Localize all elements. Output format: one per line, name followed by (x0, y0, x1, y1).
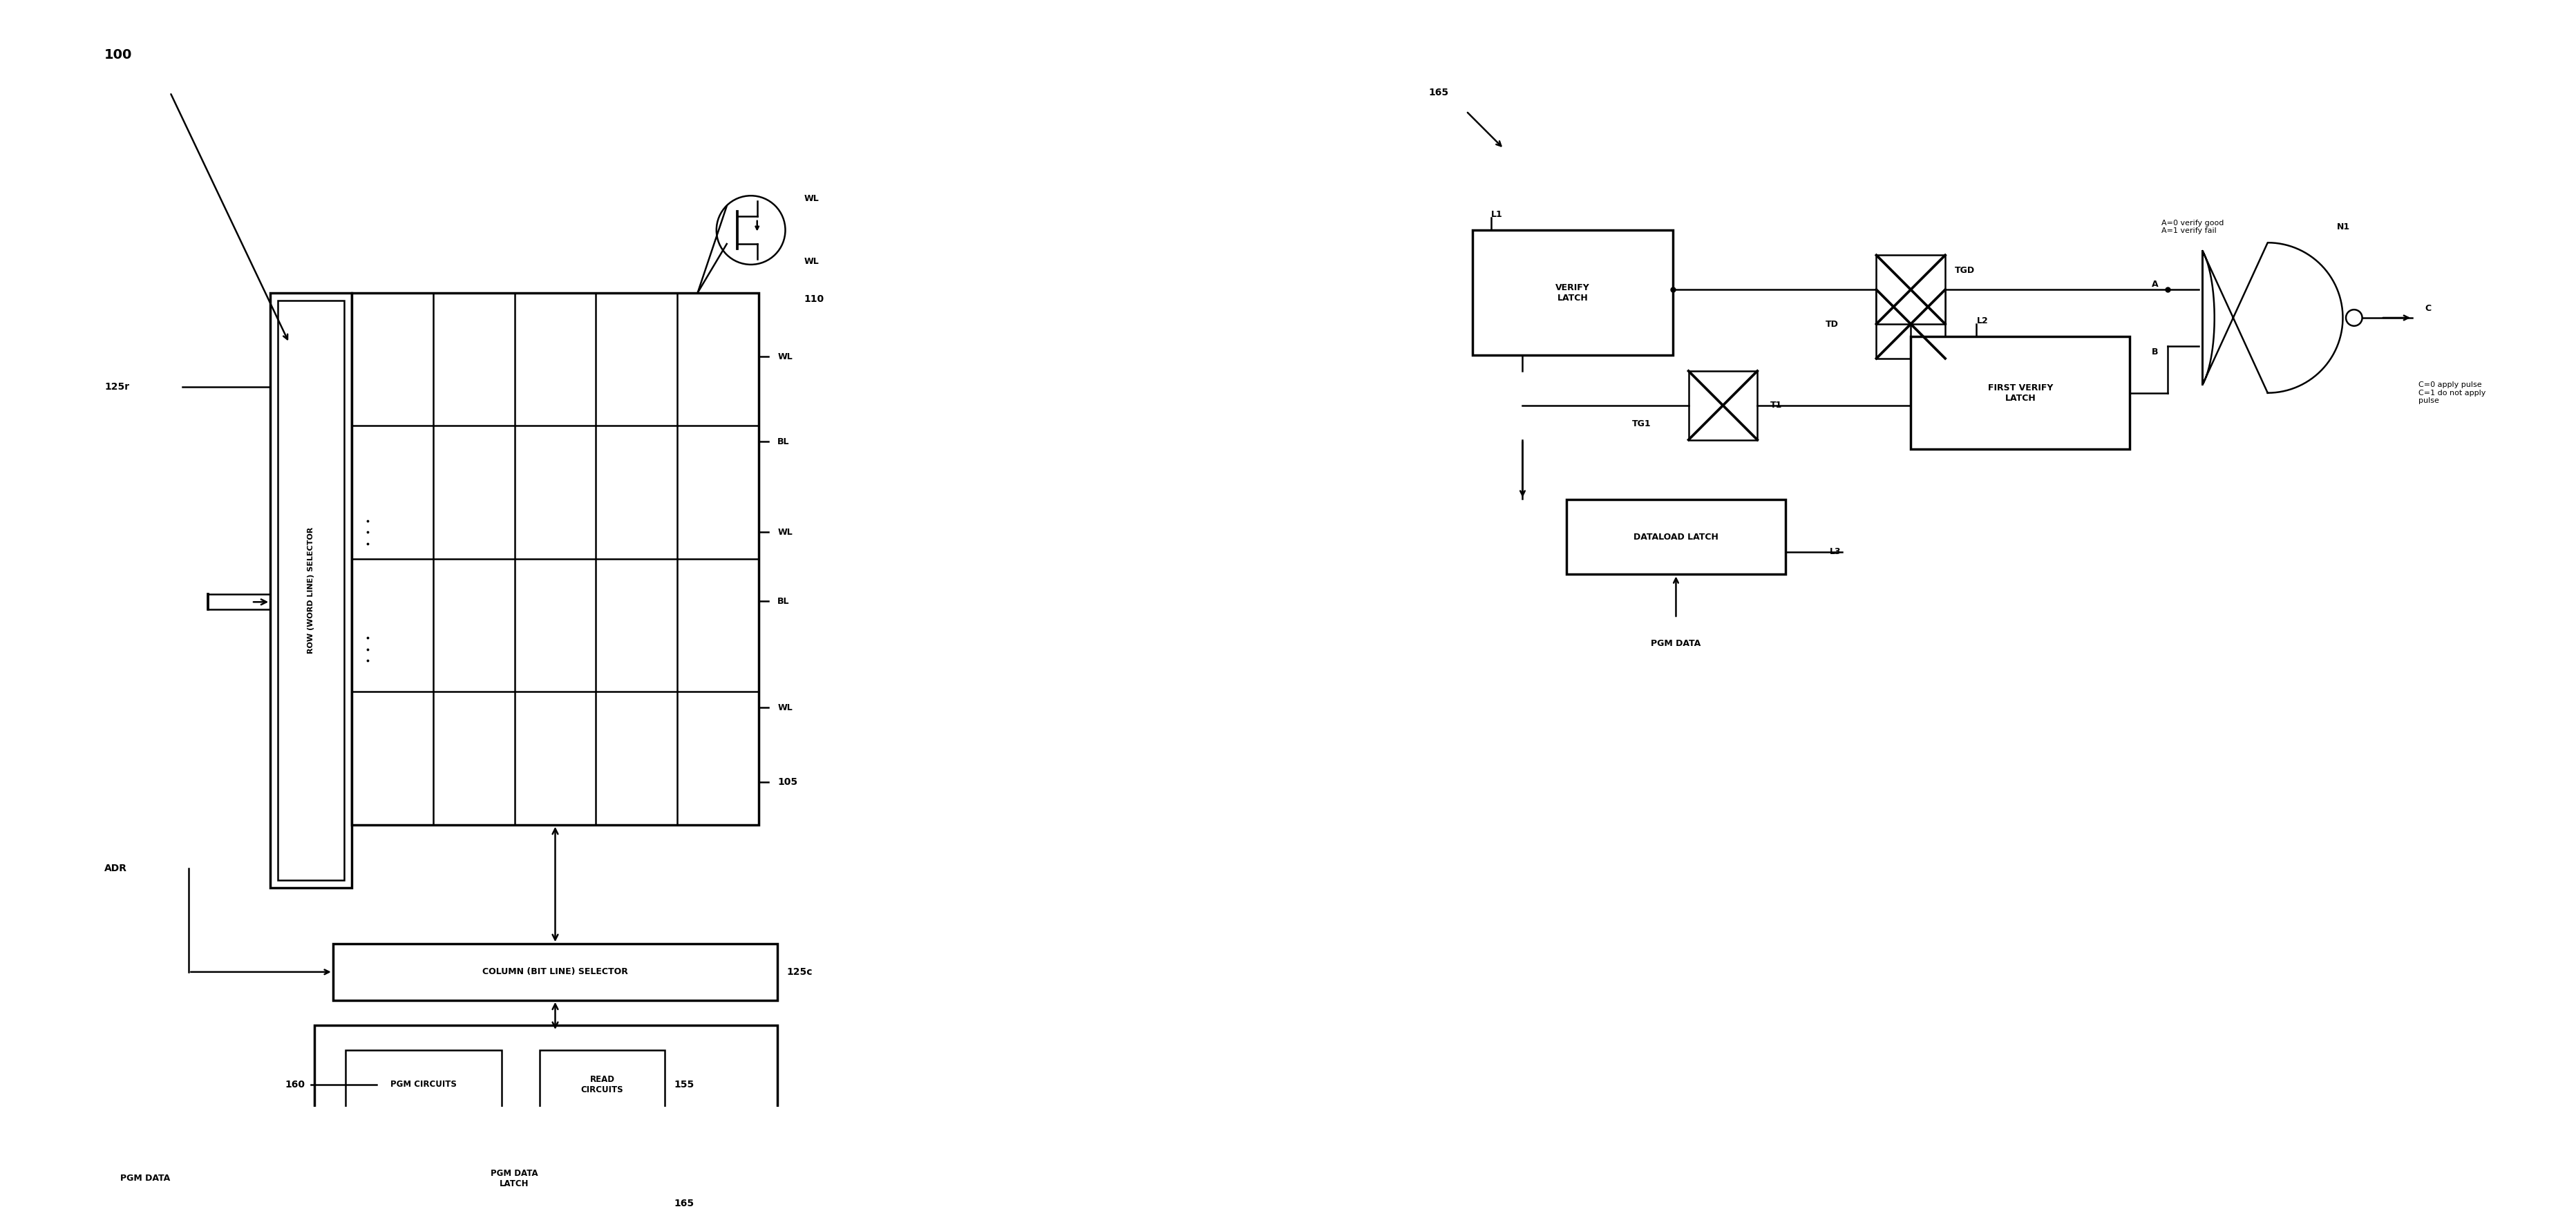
Text: WL: WL (778, 703, 793, 713)
Text: BL: BL (778, 437, 791, 446)
Text: N1: N1 (2336, 223, 2349, 231)
Polygon shape (2202, 242, 2342, 393)
Text: WL: WL (804, 195, 819, 203)
Bar (1473, 230, 1672, 356)
Text: T1: T1 (1770, 401, 1783, 410)
Bar (1875, 290, 1945, 358)
Bar (353, 292, 760, 825)
Text: VERIFY
LATCH: VERIFY LATCH (1556, 283, 1589, 302)
Text: L1: L1 (1492, 209, 1502, 219)
Text: BL: BL (778, 597, 791, 605)
Text: DATALOAD LATCH: DATALOAD LATCH (1633, 532, 1718, 541)
Circle shape (2347, 309, 2362, 326)
Bar (1687, 371, 1757, 440)
Text: FIRST VERIFY
LATCH: FIRST VERIFY LATCH (1989, 384, 2053, 403)
Text: A=0 verify good
A=1 verify fail: A=0 verify good A=1 verify fail (2161, 219, 2223, 234)
Text: WL: WL (778, 352, 793, 361)
Bar (363, 1141, 665, 1216)
Text: 100: 100 (106, 49, 131, 61)
Text: TG1: TG1 (1631, 420, 1651, 429)
Text: 165: 165 (1430, 88, 1448, 97)
Text: PGM DATA: PGM DATA (1651, 638, 1700, 648)
Text: TD: TD (1826, 319, 1839, 329)
Text: TGD: TGD (1955, 267, 1976, 275)
Text: READ
CIRCUITS: READ CIRCUITS (580, 1075, 623, 1094)
Bar (1566, 499, 1785, 575)
Text: 155: 155 (675, 1080, 696, 1089)
Text: L3: L3 (1829, 547, 1842, 557)
Text: COLUMN (BIT LINE) SELECTOR: COLUMN (BIT LINE) SELECTOR (482, 967, 629, 977)
Text: C: C (2424, 303, 2432, 313)
Text: PGM DATA: PGM DATA (121, 1174, 170, 1183)
Text: B: B (2151, 347, 2159, 357)
Text: WL: WL (804, 257, 819, 266)
Bar (345, 1050, 502, 1119)
Text: ROW (WORD LINE) SELECTOR: ROW (WORD LINE) SELECTOR (307, 526, 314, 653)
Text: 160: 160 (286, 1080, 304, 1089)
Bar (1875, 255, 1945, 324)
Bar (278, 301, 345, 879)
Text: PGM DATA
LATCH: PGM DATA LATCH (492, 1169, 538, 1189)
Text: A: A (2151, 280, 2159, 289)
Bar (538, 1050, 665, 1119)
Bar (1911, 336, 2130, 449)
Text: L2: L2 (1976, 317, 1989, 325)
Text: PGM CIRCUITS: PGM CIRCUITS (392, 1080, 456, 1089)
Bar (270, 292, 353, 888)
Bar (314, 1026, 778, 1218)
Text: 125r: 125r (106, 381, 129, 391)
Bar (332, 944, 778, 1000)
Text: WL: WL (778, 527, 793, 537)
Text: ADR: ADR (106, 864, 126, 873)
Text: 125c: 125c (786, 967, 814, 977)
Text: 165: 165 (675, 1199, 696, 1208)
Text: 110: 110 (804, 295, 824, 303)
Text: C=0 apply pulse
C=1 do not apply
pulse: C=0 apply pulse C=1 do not apply pulse (2419, 381, 2486, 404)
Text: 105: 105 (778, 777, 799, 787)
